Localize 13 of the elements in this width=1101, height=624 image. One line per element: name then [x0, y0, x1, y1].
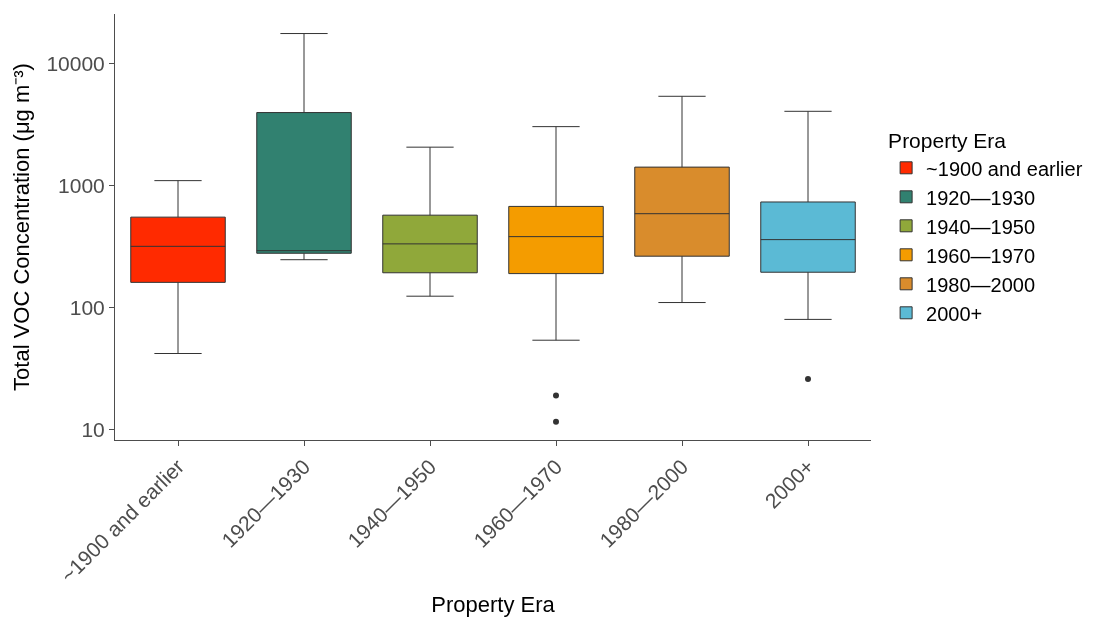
y-tick-label: 1000 [58, 174, 105, 198]
legend-label: 1980—2000 [926, 273, 1036, 296]
legend-label: 1940—1950 [926, 215, 1036, 238]
y-tick-label: 10 [81, 417, 105, 441]
legend-label: 1960—1970 [926, 244, 1036, 267]
legend-label: 1920—1930 [926, 186, 1036, 209]
legend-label: ~1900 and earlier [926, 157, 1083, 180]
y-axis-title: Total VOC Concentration (μg m⁻³) [9, 63, 35, 391]
legend-title: Property Era [888, 129, 1007, 153]
y-tick-label: 10000 [46, 52, 105, 76]
legend-label: 2000+ [926, 302, 983, 325]
y-tick-label: 100 [69, 295, 105, 319]
x-axis-title: Property Era [431, 591, 556, 617]
